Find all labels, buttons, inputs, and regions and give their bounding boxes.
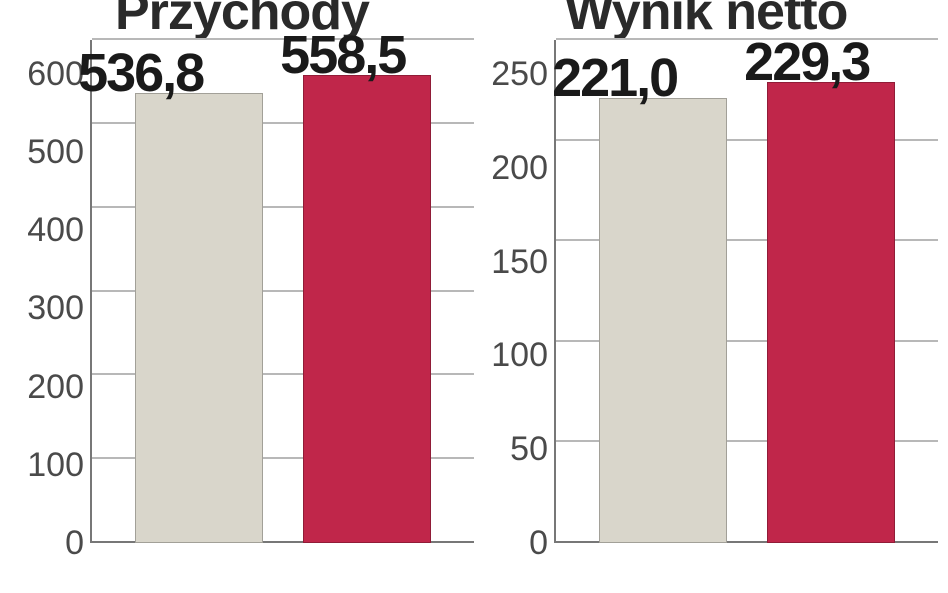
bar-wynik-netto-1: 221,0 <box>599 98 727 543</box>
bar-value-label: 229,3 <box>744 35 869 89</box>
y-tick: 400 <box>27 213 84 247</box>
chart-wynik-netto: Wynik netto 250 200 150 100 50 0 221,0 2… <box>474 0 938 593</box>
y-tick: 100 <box>27 448 84 482</box>
y-tick: 200 <box>27 370 84 404</box>
y-tick: 500 <box>27 135 84 169</box>
bar-przychody-2: 558,5 <box>303 75 431 543</box>
y-axis-przychody: 600 500 400 300 200 100 0 <box>10 40 90 543</box>
y-tick: 50 <box>510 432 548 466</box>
plot-grid-wynik-netto: 221,0 229,3 <box>554 40 938 543</box>
y-tick: 0 <box>529 526 548 560</box>
y-tick: 150 <box>491 245 548 279</box>
bar-przychody-1: 536,8 <box>135 93 263 543</box>
y-tick: 600 <box>27 57 84 91</box>
charts-container: Przychody 600 500 400 300 200 100 0 536,… <box>0 0 948 593</box>
bars-przychody: 536,8 558,5 <box>92 40 474 543</box>
bars-wynik-netto: 221,0 229,3 <box>556 40 938 543</box>
y-tick: 250 <box>491 57 548 91</box>
y-tick: 200 <box>491 151 548 185</box>
y-axis-wynik-netto: 250 200 150 100 50 0 <box>474 40 554 543</box>
plot-area-wynik-netto: 250 200 150 100 50 0 221,0 229,3 <box>474 40 938 543</box>
chart-przychody: Przychody 600 500 400 300 200 100 0 536,… <box>10 0 474 593</box>
bar-value-label: 558,5 <box>280 28 405 82</box>
bar-value-label: 221,0 <box>552 51 677 105</box>
y-tick: 100 <box>491 338 548 372</box>
plot-grid-przychody: 536,8 558,5 <box>90 40 474 543</box>
y-tick: 300 <box>27 291 84 325</box>
bar-wynik-netto-2: 229,3 <box>767 82 895 543</box>
plot-area-przychody: 600 500 400 300 200 100 0 536,8 558,5 <box>10 40 474 543</box>
bar-value-label: 536,8 <box>78 46 203 100</box>
y-tick: 0 <box>65 526 84 560</box>
